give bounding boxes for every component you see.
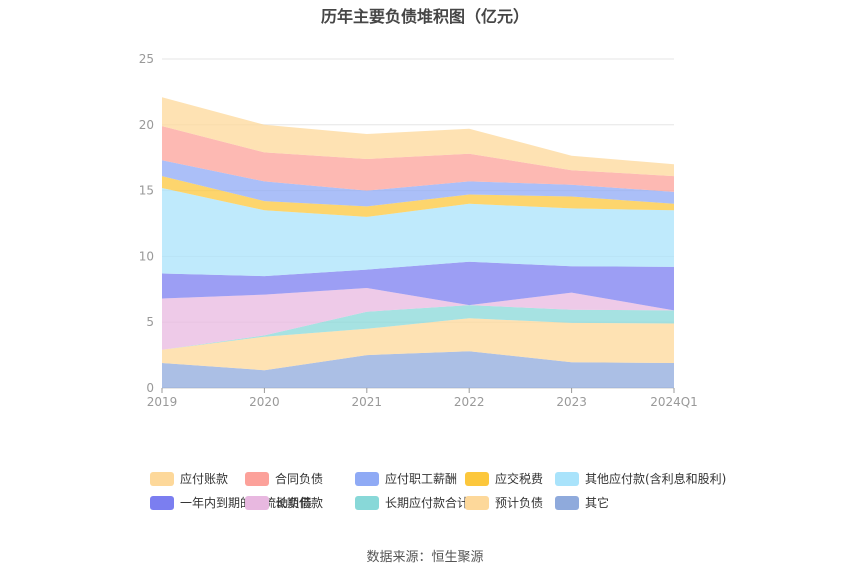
legend-item[interactable]: 应付职工薪酬 [355,470,457,487]
x-tick-label: 2021 [352,395,383,409]
legend-swatch [150,471,174,486]
legend-item[interactable]: 长期借款 [245,494,323,511]
legend-item[interactable]: 合同负债 [245,470,323,487]
series-area [162,288,674,350]
legend-label: 合同负债 [275,472,324,486]
legend-item[interactable]: 预计负债 [465,494,543,511]
legend-swatch [355,471,379,486]
legend-item[interactable]: 应交税费 [465,470,543,487]
legend-label: 其他应付款(含利息和股利) [585,472,727,486]
legend-swatch [245,471,269,486]
legend-swatch [555,471,579,486]
x-tick-label: 2022 [454,395,485,409]
y-tick-label: 5 [146,315,154,329]
legend-swatch [355,495,379,510]
series-area [162,97,674,177]
legend-label: 应付账款 [180,472,229,486]
legend-item[interactable]: 应付账款 [150,470,228,487]
x-tick-label: 2020 [249,395,280,409]
legend-label: 长期应付款合计 [385,496,470,510]
x-tick-label: 2019 [147,395,178,409]
y-tick-label: 25 [139,52,154,66]
y-tick-label: 0 [146,381,154,395]
chart-title: 历年主要负债堆积图（亿元） [320,7,529,26]
x-tick-label: 2023 [556,395,587,409]
series-area [162,160,674,207]
legend-label: 长期借款 [275,496,324,510]
y-tick-label: 20 [139,118,154,132]
legend-swatch [150,495,174,510]
series-area [162,261,674,311]
series-area [162,126,674,192]
legend-label: 应付职工薪酬 [385,472,458,486]
legend-swatch [555,495,579,510]
series-area [162,318,674,371]
legend-item[interactable]: 其他应付款(含利息和股利) [555,470,726,487]
legend-label: 预计负债 [495,496,544,510]
series-area [162,176,674,217]
legend-label: 其它 [585,496,610,510]
series-area [162,188,674,277]
legend-swatch [245,495,269,510]
x-tick-label: 2024Q1 [650,395,698,409]
legend-label: 应交税费 [495,472,544,486]
legend-swatch [465,471,489,486]
legend-item[interactable]: 其它 [555,494,609,511]
data-source: 数据来源：恒生聚源 [366,550,484,565]
series-area [162,351,674,388]
y-tick-label: 15 [139,184,154,198]
legend-item[interactable]: 长期应付款合计 [355,494,469,511]
series-area [162,305,674,350]
legend-swatch [465,495,489,510]
y-tick-label: 10 [139,249,154,263]
